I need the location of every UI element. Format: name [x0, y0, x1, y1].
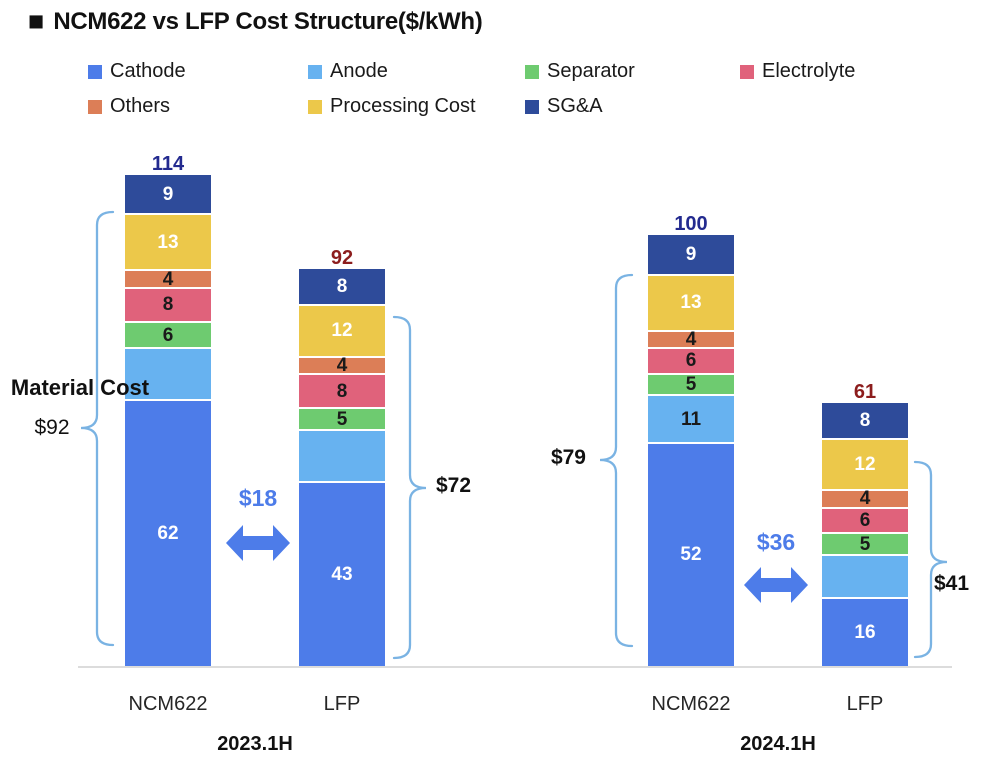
electrolyte-swatch-icon: [740, 64, 754, 79]
segment-value: 12: [854, 453, 876, 475]
x-axis-line: [78, 666, 952, 668]
legend-item-others: Others: [88, 95, 170, 118]
chart-title: ■ NCM622 vs LFP Cost Structure($/kWh): [28, 5, 483, 36]
chart-title-text: NCM622 vs LFP Cost Structure($/kWh): [53, 8, 483, 35]
segment-cathode: 62: [125, 398, 211, 666]
group-label-2024.1H: 2024.1H: [740, 733, 816, 755]
legend-label: SG&A: [547, 95, 603, 117]
segment-value: 6: [859, 509, 871, 531]
segment-cathode: 52: [648, 441, 734, 666]
brace-value-lfp_2023: $72: [436, 474, 472, 497]
segment-processing: 13: [125, 213, 211, 270]
x-axis-label-lfp: LFP: [323, 693, 361, 715]
segment-value: 11: [680, 408, 702, 430]
segment-separator: 5: [822, 532, 908, 554]
segment-others: 4: [648, 328, 734, 350]
group-label-2023.1H: 2023.1H: [217, 733, 293, 755]
legend-item-anode: Anode: [308, 60, 388, 83]
segment-others: 4: [125, 268, 211, 290]
legend-label: Anode: [330, 60, 388, 82]
segment-sga: 9: [648, 235, 734, 274]
segment-electrolyte: 6: [822, 506, 908, 533]
title-bullet-icon: ■: [28, 5, 45, 36]
segment-value: 16: [854, 622, 876, 643]
legend-label: Electrolyte: [762, 60, 856, 82]
segment-others: 4: [299, 354, 385, 376]
segment-value: 8: [336, 276, 348, 298]
segment-value: 8: [162, 294, 174, 316]
segment-cathode: 16: [822, 597, 908, 666]
brace-value-ncm_2024: $79: [550, 446, 586, 469]
segment-sga: 9: [125, 174, 211, 214]
segment-value: 4: [859, 488, 871, 510]
bar-total-label: 100: [674, 213, 708, 235]
segment-anode: [125, 347, 211, 399]
segment-anode: [299, 428, 385, 481]
segment-processing: 13: [648, 273, 734, 330]
segment-value: 4: [685, 328, 697, 350]
legend-label: Cathode: [110, 60, 186, 82]
segment-value: 5: [685, 374, 697, 396]
segment-value: 13: [680, 292, 702, 314]
bar-total-label: 92: [330, 247, 354, 270]
segment-processing: 12: [822, 437, 908, 490]
legend-item-separator: Separator: [525, 60, 635, 83]
others-swatch-icon: [88, 99, 102, 114]
segment-value: 52: [680, 544, 702, 566]
legend-label: Processing Cost: [330, 95, 476, 117]
segment-value: 13: [157, 231, 179, 253]
cathode-swatch-icon: [88, 64, 102, 79]
legend-item-processing: Processing Cost: [308, 95, 476, 118]
x-axis-label-ncm622: NCM622: [651, 693, 731, 715]
segment-value: 12: [331, 320, 353, 342]
segment-value: 5: [859, 533, 871, 555]
separator-swatch-icon: [525, 64, 539, 79]
legend-label: Separator: [547, 60, 635, 82]
segment-value: 8: [336, 380, 348, 402]
segment-value: 5: [336, 408, 348, 430]
brace-value-lfp_2024: $41: [934, 572, 970, 595]
segment-value: 4: [162, 268, 174, 290]
segment-electrolyte: 8: [299, 372, 385, 408]
segment-value: 4: [336, 354, 348, 376]
segment-value: 9: [685, 243, 697, 265]
segment-value: 6: [162, 324, 174, 346]
segment-value: 62: [157, 522, 179, 544]
x-axis-label-ncm622: NCM622: [128, 693, 208, 715]
arrow-value-gap_2024: $36: [756, 529, 796, 555]
segment-electrolyte: 6: [648, 347, 734, 373]
segment-value: 9: [162, 183, 174, 205]
segment-value: 8: [859, 409, 871, 431]
processing-swatch-icon: [308, 99, 322, 114]
segment-separator: 6: [125, 321, 211, 348]
segment-value: 6: [685, 350, 697, 372]
legend-item-cathode: Cathode: [88, 60, 186, 83]
segment-processing: 12: [299, 303, 385, 356]
legend-item-sga: SG&A: [525, 95, 603, 118]
segment-others: 4: [822, 488, 908, 510]
segment-electrolyte: 8: [125, 286, 211, 322]
bar-total-label: 114: [151, 152, 185, 175]
sga-swatch-icon: [525, 99, 539, 114]
segment-value: 43: [331, 563, 353, 585]
segment-separator: 5: [648, 372, 734, 396]
legend-item-electrolyte: Electrolyte: [740, 60, 855, 83]
segment-separator: 5: [299, 407, 385, 429]
segment-sga: 8: [299, 269, 385, 304]
legend-label: Others: [110, 95, 171, 117]
segment-anode: [822, 553, 908, 598]
segment-cathode: 43: [299, 480, 385, 666]
segment-anode: 11: [648, 394, 734, 442]
material-cost-label: Material Cost: [10, 375, 150, 400]
brace-value-ncm_2023: $92: [34, 416, 70, 439]
bar-total-label: 61: [853, 381, 877, 404]
segment-sga: 8: [822, 403, 908, 438]
anode-swatch-icon: [308, 64, 322, 79]
arrow-value-gap_2023: $18: [238, 485, 278, 511]
x-axis-label-lfp: LFP: [846, 693, 884, 715]
